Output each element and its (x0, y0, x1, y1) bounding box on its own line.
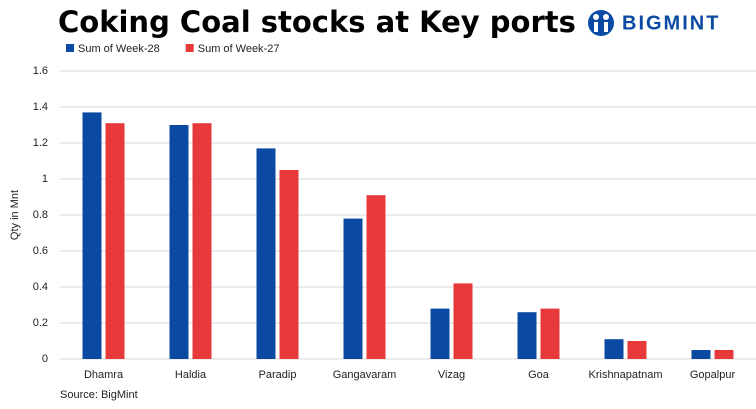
bar (517, 312, 537, 359)
x-tick-label: Gopalpur (690, 369, 736, 381)
y-tick-label: 1.4 (33, 101, 48, 113)
y-tick-label: 0.6 (33, 245, 48, 257)
bar (453, 283, 473, 359)
bar (604, 339, 624, 359)
source: Source: BigMint (60, 389, 138, 401)
y-tick-label: 1 (42, 173, 48, 185)
y-tick-label: 0.8 (33, 209, 48, 221)
bar (343, 218, 363, 359)
bar (714, 350, 734, 359)
bar (366, 195, 386, 359)
bar (540, 308, 560, 359)
x-tick-label: Goa (528, 369, 550, 381)
x-tick-label: Dhamra (84, 369, 124, 381)
logo-icon (588, 10, 614, 36)
x-tick-label: Paradip (259, 369, 297, 381)
x-tick-label: Vizag (438, 369, 465, 381)
x-tick-label: Krishnapatnam (589, 369, 663, 381)
bar (169, 125, 189, 359)
x-tick-label: Gangavaram (333, 369, 397, 381)
bar (691, 350, 711, 359)
y-tick-label: 1.6 (33, 65, 48, 77)
x-tick-label: Haldia (175, 369, 207, 381)
chart-title: Coking Coal stocks at Key ports (58, 5, 576, 39)
bar (192, 123, 212, 359)
bar (627, 341, 647, 359)
y-tick-label: 0.2 (33, 317, 48, 329)
bar (279, 170, 299, 359)
legend-label: Sum of Week-28 (78, 43, 160, 55)
y-axis-title: Qty in Mnt (9, 190, 21, 240)
bar (105, 123, 125, 359)
legend-label: Sum of Week-27 (198, 43, 280, 55)
bar (82, 112, 102, 360)
bar (256, 148, 276, 359)
logo-text: BIGMINT (622, 12, 720, 34)
legend-swatch (66, 44, 74, 52)
y-tick-label: 0.4 (33, 281, 48, 293)
y-tick-label: 0 (42, 353, 48, 365)
bar (430, 308, 450, 359)
legend-swatch (185, 44, 194, 52)
y-tick-label: 1.2 (33, 137, 48, 149)
